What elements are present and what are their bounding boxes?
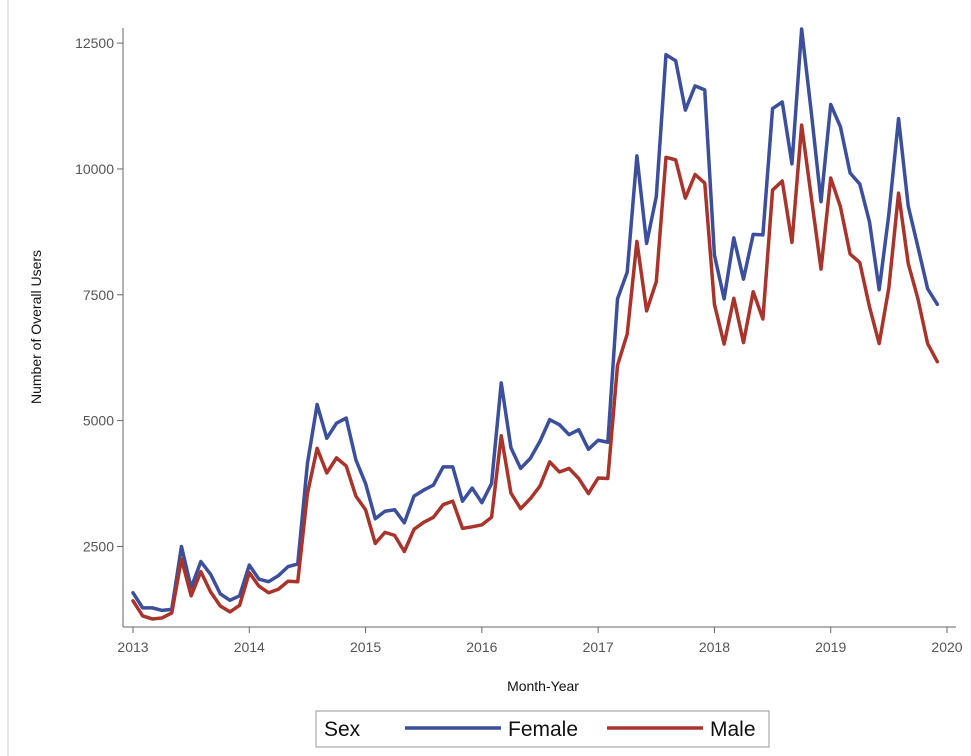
x-axis-title: Month-Year [507, 678, 579, 694]
x-tick-label: 2017 [583, 639, 614, 655]
y-ticks: 2500 5000 7500 10000 12500 [75, 35, 123, 554]
x-ticks: 2013 2014 2015 2016 2017 2018 2019 2020 [117, 627, 963, 655]
x-axis: 2013 2014 2015 2016 2017 2018 2019 2020 [117, 626, 963, 655]
x-tick-label: 2013 [117, 639, 148, 655]
y-tick-label: 7500 [83, 287, 114, 303]
x-tick-label: 2014 [234, 639, 265, 655]
legend: Sex Female Male [315, 710, 770, 748]
x-tick-label: 2020 [931, 639, 962, 655]
x-tick-label: 2016 [466, 639, 497, 655]
legend-label-male: Male [710, 718, 756, 741]
series-line-male [131, 123, 940, 621]
y-tick-label: 2500 [83, 538, 114, 554]
y-tick-label: 12500 [75, 35, 114, 51]
series-line-female [131, 27, 940, 613]
x-tick-label: 2015 [350, 639, 381, 655]
x-tick-label: 2018 [699, 639, 730, 655]
y-tick-label: 5000 [83, 413, 114, 429]
y-tick-label: 10000 [75, 161, 114, 177]
series-layer [131, 27, 940, 621]
legend-title: Sex [324, 718, 361, 741]
y-axis-title: Number of Overall Users [28, 250, 44, 404]
legend-label-female: Female [508, 718, 578, 741]
x-tick-label: 2019 [815, 639, 846, 655]
y-axis: 2500 5000 7500 10000 12500 [75, 28, 124, 627]
